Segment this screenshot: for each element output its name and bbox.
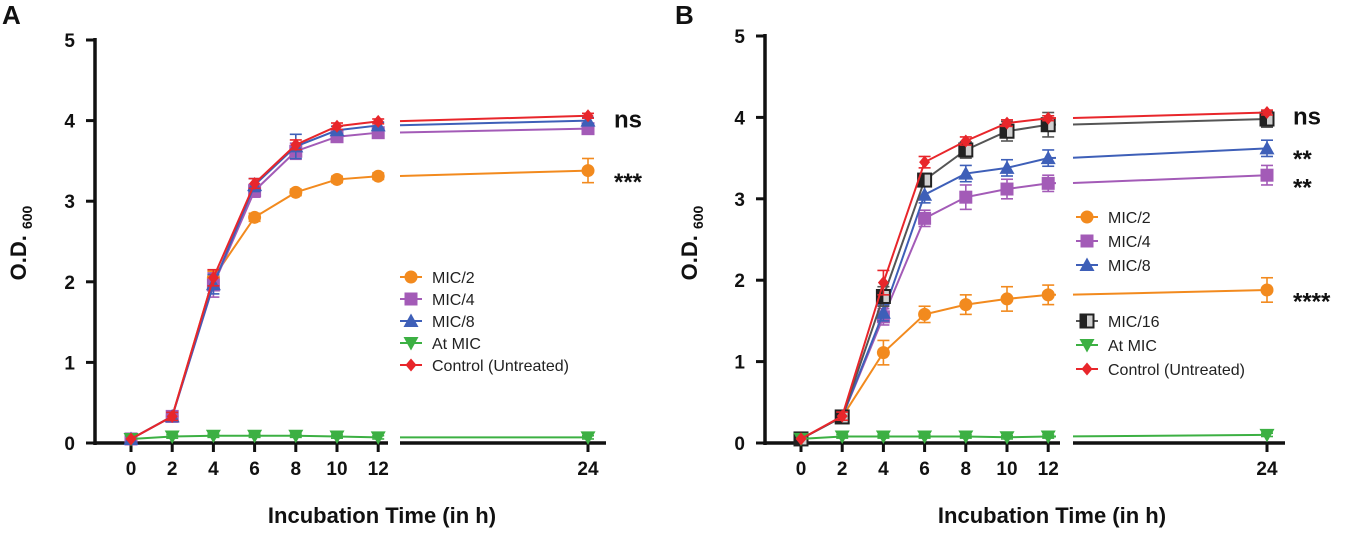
- significance-label: ns: [1293, 103, 1321, 130]
- x-tick-label: 0: [796, 459, 807, 480]
- significance-label: **: [1293, 175, 1312, 202]
- data-point: [331, 173, 344, 186]
- x-tick-label: 6: [919, 459, 930, 480]
- data-point: [877, 346, 890, 359]
- x-tick-label: 12: [1038, 459, 1059, 480]
- series-line-late: [400, 171, 588, 176]
- legend-label: MIC/8: [1108, 258, 1151, 275]
- data-point: [919, 156, 930, 169]
- x-tick-label: 2: [167, 459, 178, 480]
- legend-label: MIC/4: [1108, 234, 1151, 251]
- data-point: [1042, 177, 1055, 190]
- data-point: [1042, 288, 1055, 301]
- series-mic-4: [795, 165, 1274, 445]
- series-line-late: [1073, 148, 1267, 157]
- y-tick-label: 2: [64, 273, 75, 294]
- data-point: [918, 308, 931, 321]
- legend-marker: [1081, 235, 1094, 248]
- x-tick-label: 8: [291, 459, 302, 480]
- y-tick-label: 4: [734, 108, 745, 129]
- y-tick-label: 1: [64, 353, 75, 374]
- series-mic-8: [124, 113, 596, 445]
- significance-label: ****: [1293, 288, 1331, 315]
- x-tick-label: 4: [208, 459, 219, 480]
- series-line-late: [1073, 119, 1267, 124]
- data-point: [1001, 183, 1014, 196]
- panel-letter: B: [675, 0, 694, 30]
- data-point: [289, 186, 302, 199]
- series-line-late: [1073, 113, 1267, 118]
- series-control-untreated-: [796, 106, 1274, 445]
- data-point: [372, 170, 385, 183]
- x-tick-label: 8: [961, 459, 972, 480]
- y-axis-title-main: O.D.: [6, 229, 31, 280]
- legend-label: MIC/2: [1108, 210, 1151, 227]
- legend-label: At MIC: [432, 336, 481, 353]
- legend-label: MIC/4: [432, 292, 475, 309]
- series-line-late: [400, 129, 588, 133]
- panel-letter: A: [2, 0, 21, 30]
- data-point: [1260, 141, 1275, 155]
- legend-label: Control (Untreated): [1108, 362, 1245, 379]
- x-tick-label: 10: [996, 459, 1017, 480]
- x-tick-label: 0: [126, 459, 137, 480]
- x-tick-label: 6: [249, 459, 260, 480]
- series-line-late: [1073, 435, 1267, 437]
- y-tick-label: 1: [734, 353, 745, 374]
- legend-marker: [1082, 363, 1093, 376]
- series-line-late: [1073, 175, 1267, 183]
- x-axis-title: Incubation Time (in h): [938, 503, 1166, 528]
- y-tick-label: 3: [64, 192, 75, 213]
- x-axis-title: Incubation Time (in h): [268, 503, 496, 528]
- x-tick-label: 4: [878, 459, 889, 480]
- legend-marker: [405, 293, 418, 306]
- legend-label: At MIC: [1108, 338, 1157, 355]
- y-tick-label: 5: [64, 31, 75, 52]
- y-axis-title: O.D. 600: [677, 205, 706, 280]
- series-control-untreated-: [126, 109, 595, 445]
- significance-label: ***: [614, 169, 643, 196]
- data-point: [1261, 169, 1274, 182]
- y-axis-title: O.D. 600: [6, 205, 35, 280]
- data-point: [959, 298, 972, 311]
- legend-label: Control (Untreated): [432, 358, 569, 375]
- data-point: [918, 212, 931, 225]
- y-tick-label: 3: [734, 190, 745, 211]
- y-tick-label: 0: [64, 434, 75, 455]
- data-point: [582, 164, 595, 177]
- legend-marker: [406, 359, 417, 372]
- legend-label: MIC/2: [432, 270, 475, 287]
- x-tick-label: 10: [326, 459, 347, 480]
- significance-label: **: [1293, 146, 1312, 173]
- y-axis-title-subscript: 600: [19, 205, 35, 229]
- y-tick-label: 5: [734, 27, 745, 48]
- x-tick-label: 12: [368, 459, 389, 480]
- y-tick-label: 2: [734, 271, 745, 292]
- y-axis-title-subscript: 600: [690, 205, 706, 229]
- y-tick-label: 4: [64, 112, 75, 133]
- x-tick-label: 2: [837, 459, 848, 480]
- legend-marker: [1081, 315, 1088, 328]
- x-tick-label: 24: [577, 459, 599, 480]
- legend-label: MIC/8: [432, 314, 475, 331]
- data-point: [959, 191, 972, 204]
- y-axis-title-main: O.D.: [677, 229, 702, 280]
- significance-label: ns: [614, 107, 642, 134]
- series-mic-2: [125, 158, 595, 445]
- series-line-late: [1073, 290, 1267, 295]
- data-point: [1001, 292, 1014, 305]
- y-tick-label: 0: [734, 434, 745, 455]
- data-point: [248, 211, 261, 224]
- series-line: [131, 125, 378, 439]
- series-line: [131, 121, 378, 439]
- data-point: [1261, 283, 1274, 296]
- series-mic-4: [125, 122, 595, 445]
- legend-label: MIC/16: [1108, 314, 1160, 331]
- x-tick-label: 24: [1256, 459, 1278, 480]
- legend-marker: [405, 271, 418, 284]
- legend-marker: [1081, 211, 1094, 224]
